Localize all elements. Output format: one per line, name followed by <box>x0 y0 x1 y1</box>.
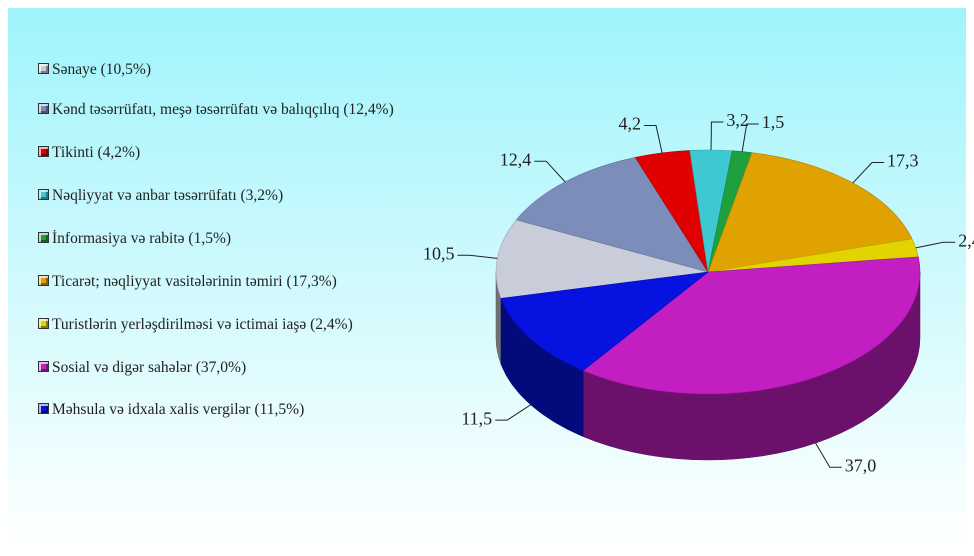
legend-swatch <box>38 403 49 414</box>
legend-label: Kənd təsərrüfatı, meşə təsərrüfatı və ba… <box>52 101 394 118</box>
legend-swatch <box>38 146 49 157</box>
leader-line <box>457 254 498 259</box>
leader-line <box>741 123 759 152</box>
legend-swatch <box>38 232 49 243</box>
data-label: 3,2 <box>726 110 749 130</box>
legend-swatch <box>38 275 49 286</box>
legend-item: Məhsula və idxala xalis vergilər (11,5%) <box>38 400 428 419</box>
data-label: 4,2 <box>619 114 642 134</box>
slice-tops <box>495 149 921 395</box>
legend-label: Nəqliyyat və anbar təsərrüfatı (3,2%) <box>52 187 284 204</box>
legend-item: Nəqliyyat və anbar təsərrüfatı (3,2%) <box>38 186 428 205</box>
legend-item: Tikinti (4,2%) <box>38 143 428 162</box>
legend-label: İnformasiya və rabitə (1,5%) <box>52 230 232 247</box>
legend-swatch <box>38 63 49 74</box>
legend-item: Kənd təsərrüfatı, meşə təsərrüfatı və ba… <box>38 100 428 119</box>
leader-line <box>495 404 531 421</box>
legend-item: İnformasiya və rabitə (1,5%) <box>38 229 428 248</box>
legend-label: Sosial və digər sahələr (37,0%) <box>52 359 247 376</box>
legend-swatch <box>38 361 49 372</box>
slice <box>582 256 921 395</box>
data-label: 17,3 <box>887 151 919 171</box>
legend-label: Məhsula və idxala xalis vergilər (11,5%) <box>52 401 305 418</box>
data-label: 2,4 <box>958 230 974 250</box>
leader-line <box>644 125 663 154</box>
legend-label: Ticarət; nəqliyyat vasitələrinin təmiri … <box>52 273 337 290</box>
leader-line <box>534 160 566 183</box>
legend-item: Ticarət; nəqliyyat vasitələrinin təmiri … <box>38 272 428 291</box>
legend-item: Turistlərin yerləşdirilməsi və ictimai i… <box>38 315 428 334</box>
legend-swatch <box>38 189 49 200</box>
leader-line <box>852 162 885 184</box>
data-label: 12,4 <box>500 149 532 169</box>
slice <box>707 152 913 273</box>
data-label: 11,5 <box>461 408 492 428</box>
slice <box>500 271 710 371</box>
legend-label: Tikinti (4,2%) <box>52 144 141 161</box>
leader-line <box>710 121 724 151</box>
data-label: 37,0 <box>845 455 877 475</box>
legend-label: Sənaye (10,5%) <box>52 61 151 78</box>
leader-line <box>915 241 956 249</box>
legend-label: Turistlərin yerləşdirilməsi və ictimai i… <box>52 316 353 333</box>
legend-item: Sənaye (10,5%) <box>38 60 428 79</box>
legend-swatch <box>38 318 49 329</box>
legend-item: Sosial və digər sahələr (37,0%) <box>38 358 428 377</box>
data-label: 10,5 <box>423 243 455 263</box>
leader-line <box>815 442 842 468</box>
legend-swatch <box>38 103 49 114</box>
data-label: 1,5 <box>762 112 785 132</box>
